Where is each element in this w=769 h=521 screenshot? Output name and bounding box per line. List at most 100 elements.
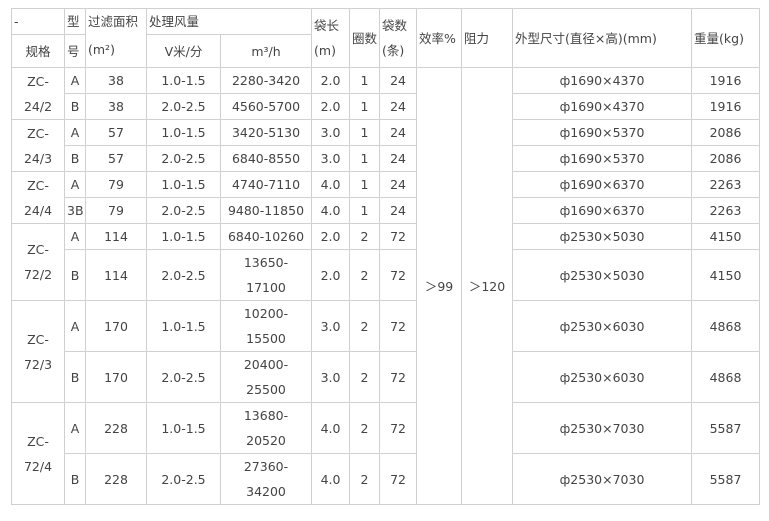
length-cell: 3.0 <box>311 351 351 403</box>
table-row: ZC- 72/4 A 228 1.0-1.5 13680- 20520 4.0 2 72 ф25… <box>11 402 761 505</box>
rings-cell: 1 <box>349 67 381 94</box>
bags-cell: 72 <box>379 223 418 250</box>
speed-cell: 2.0-2.5 <box>146 145 221 172</box>
length-cell: 3.0 <box>311 119 351 146</box>
speed-cell: 1.0-1.5 <box>146 402 221 454</box>
length-cell: 2.0 <box>311 67 351 94</box>
size-cell: ф1690×6370 <box>512 197 693 224</box>
table-row: ZC- 72/3 A 170 1.0-1.5 10200- 15500 3.0 2 72 ф25… <box>11 300 761 403</box>
bags-cell: 72 <box>379 453 418 505</box>
weight-cell: 1916 <box>691 93 761 120</box>
rings-cell: 1 <box>349 145 381 172</box>
table-row: 3B 79 2.0-2.5 9480-11850 4.0 1 24 ф1690×6370 226… <box>12 197 761 224</box>
area-cell: 114 <box>85 223 147 250</box>
bags-cell: 24 <box>379 197 418 224</box>
table-row: B 57 2.0-2.5 6840-8550 3.0 1 24 ф1690×5370 2086 <box>12 145 761 172</box>
weight-cell: 4150 <box>691 249 761 301</box>
table-row: ZC- 24/3 A 57 1.0-1.5 3420-5130 3.0 1 24 ф1690×5… <box>11 119 761 172</box>
model-cell: ZC- 24/3 <box>11 119 65 172</box>
model-cell: ZC- 72/3 <box>11 300 65 403</box>
rings-cell: 2 <box>349 223 381 250</box>
header-bags-label: 袋数 <box>382 18 408 33</box>
bags-cell: 24 <box>379 119 418 146</box>
header-size: 外型尺寸(直径×高)(mm) <box>512 8 693 68</box>
length-cell: 4.0 <box>311 453 351 505</box>
rings-cell: 2 <box>349 453 381 505</box>
bags-cell: 24 <box>379 67 418 94</box>
length-cell: 4.0 <box>311 197 351 224</box>
header-airflow: 处理风量 <box>145 8 313 35</box>
speed-cell: 1.0-1.5 <box>146 300 221 352</box>
volume-cell: 4560-5700 <box>219 93 313 120</box>
bags-cell: 24 <box>379 171 418 198</box>
bags-cell: 72 <box>379 402 418 454</box>
header-bags: 袋数 (条) <box>379 8 418 68</box>
table-row: B 114 2.0-2.5 13650- 17100 2.0 2 72 ф2530×5030 4… <box>12 249 761 301</box>
table-body: ZC- 24/2 A 38 1.0-1.5 2280-3420 2.0 1 24 ＞99 ＞120… <box>11 67 761 505</box>
header-type-bottom: 号 <box>64 34 86 68</box>
weight-cell: 2086 <box>691 119 761 146</box>
size-cell: ф1690×6370 <box>512 171 693 198</box>
speed-cell: 1.0-1.5 <box>146 171 221 198</box>
area-cell: 79 <box>85 171 147 198</box>
header-type-top: 型 <box>64 8 86 35</box>
volume-cell: 20400- 25500 <box>219 351 313 403</box>
header-spec-dash: - <box>11 8 65 35</box>
weight-cell: 4150 <box>691 223 761 250</box>
model-cell: ZC- 72/4 <box>11 402 65 505</box>
area-cell: 228 <box>85 402 147 454</box>
bags-cell: 72 <box>379 300 418 352</box>
table-row: ZC- 24/4 A 79 1.0-1.5 4740-7110 4.0 1 24 ф1690×6… <box>11 171 761 224</box>
rings-cell: 1 <box>349 171 381 198</box>
bags-cell: 24 <box>379 145 418 172</box>
rings-cell: 1 <box>349 197 381 224</box>
size-cell: ф2530×7030 <box>512 402 693 454</box>
area-cell: 170 <box>85 300 147 352</box>
volume-cell: 13680- 20520 <box>219 402 313 454</box>
rings-cell: 1 <box>349 93 381 120</box>
speed-cell: 2.0-2.5 <box>146 351 221 403</box>
length-cell: 2.0 <box>311 223 351 250</box>
size-cell: ф2530×6030 <box>512 351 693 403</box>
header-spec: 规格 <box>11 34 65 68</box>
header-area: 过滤面积 (m²) <box>85 8 147 68</box>
volume-cell: 4740-7110 <box>219 171 313 198</box>
type-cell: B <box>64 145 86 172</box>
type-cell: A <box>64 119 86 146</box>
type-cell: A <box>64 171 86 198</box>
area-cell: 38 <box>85 67 147 94</box>
type-cell: A <box>64 67 86 94</box>
area-cell: 228 <box>85 453 147 505</box>
header-bag-length-label: 袋长 <box>314 18 340 33</box>
bags-cell: 72 <box>379 351 418 403</box>
size-cell: ф1690×4370 <box>512 67 693 94</box>
size-cell: ф2530×7030 <box>512 453 693 505</box>
rings-cell: 2 <box>349 351 381 403</box>
length-cell: 3.0 <box>311 145 351 172</box>
speed-cell: 2.0-2.5 <box>146 453 221 505</box>
volume-cell: 27360- 34200 <box>219 453 313 505</box>
header-area-label: 过滤面积 <box>88 14 139 29</box>
volume-cell: 13650- 17100 <box>219 249 313 301</box>
size-cell: ф1690×5370 <box>512 119 693 146</box>
header-area-unit: (m²) <box>88 42 115 57</box>
type-cell: 3B <box>64 197 86 224</box>
size-cell: ф1690×5370 <box>512 145 693 172</box>
resistance-cell: ＞120 <box>461 67 514 505</box>
speed-cell: 1.0-1.5 <box>146 119 221 146</box>
weight-cell: 5587 <box>691 453 761 505</box>
type-cell: B <box>64 453 86 505</box>
spec-table: - 型 过滤面积 (m²) 处理风量 袋长 (m) 圈数 袋数 (条) 效率% 阻力 … <box>11 8 761 505</box>
weight-cell: 1916 <box>691 67 761 94</box>
type-cell: A <box>64 402 86 454</box>
volume-cell: 2280-3420 <box>219 67 313 94</box>
length-cell: 2.0 <box>311 249 351 301</box>
length-cell: 2.0 <box>311 93 351 120</box>
header-weight: 重量(kg) <box>691 8 761 68</box>
area-cell: 170 <box>85 351 147 403</box>
area-cell: 38 <box>85 93 147 120</box>
header-rings: 圈数 <box>349 8 381 68</box>
speed-cell: 2.0-2.5 <box>146 93 221 120</box>
type-cell: A <box>64 223 86 250</box>
table-row: ZC- 24/2 A 38 1.0-1.5 2280-3420 2.0 1 24 ＞99 ＞120… <box>11 67 761 505</box>
